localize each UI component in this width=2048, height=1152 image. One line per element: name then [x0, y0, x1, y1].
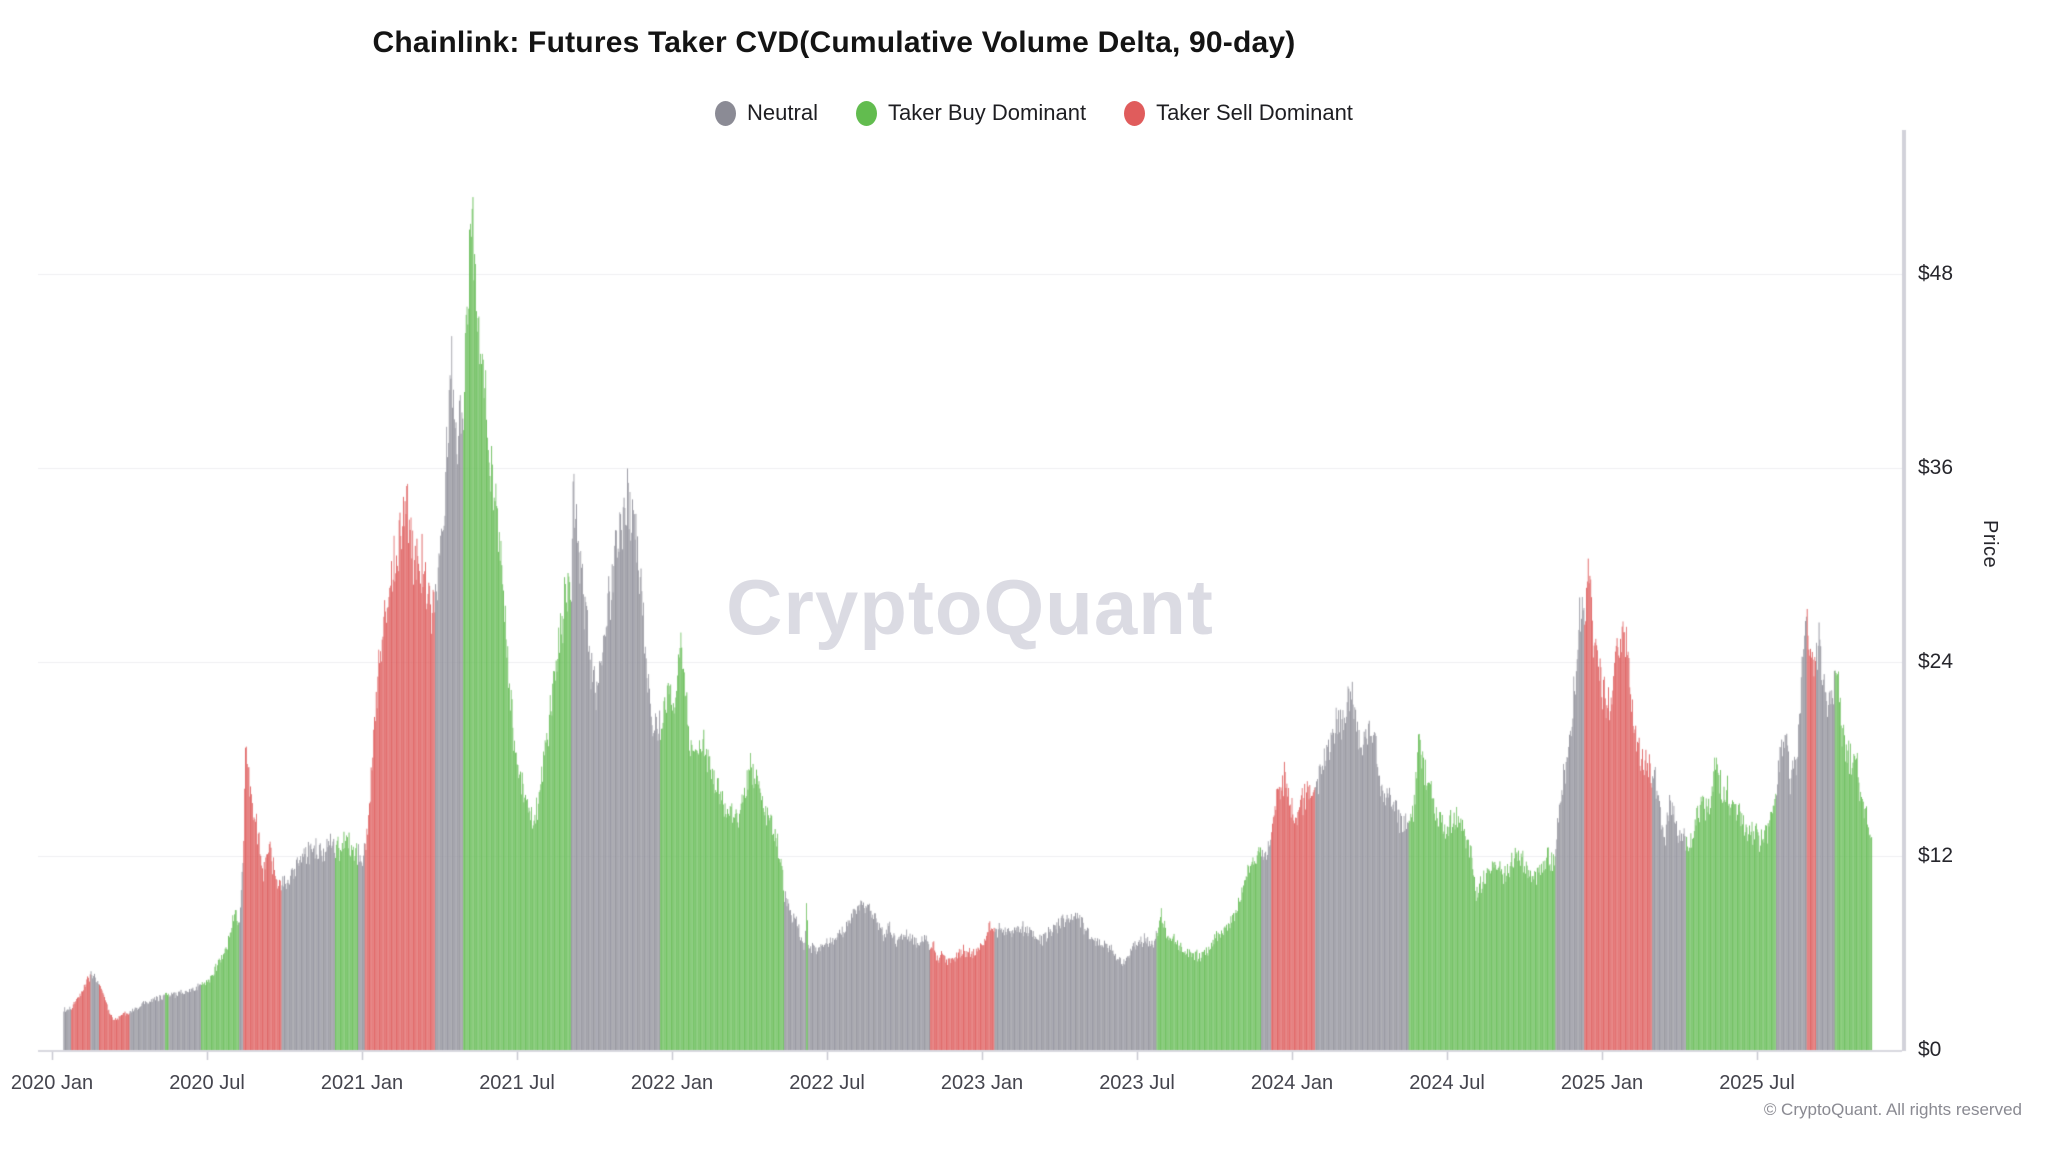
x-tick-label: 2024 Jan: [1250, 1072, 1334, 1094]
chart-title: Chainlink: Futures Taker CVD(Cumulative …: [372, 26, 1296, 59]
x-tick-label: 2021 Jul: [479, 1072, 555, 1094]
legend-label-neutral: Neutral: [747, 100, 818, 125]
copyright-footer: © CryptoQuant. All rights reserved: [1763, 1100, 2022, 1119]
y-tick-label: $48: [1918, 262, 1954, 285]
x-tick-label: 2023 Jan: [940, 1072, 1024, 1094]
taker-buy-dot-icon: [855, 100, 877, 126]
neutral-dot-icon: [715, 100, 737, 126]
legend: Neutral Taker Buy Dominant Taker Sell Do…: [0, 100, 2048, 126]
legend-item-neutral[interactable]: Neutral: [715, 100, 818, 126]
x-tick-label: 2020 Jul: [169, 1072, 245, 1094]
y-tick-label: $0: [1918, 1038, 1942, 1061]
y-tick-label: $12: [1918, 844, 1954, 867]
x-tick-label: 2022 Jul: [789, 1072, 865, 1094]
legend-label-taker-buy: Taker Buy Dominant: [887, 100, 1087, 125]
x-tick-label: 2024 Jul: [1409, 1072, 1485, 1094]
legend-item-taker-sell[interactable]: Taker Sell Dominant: [1124, 100, 1353, 126]
y-tick-label: $36: [1918, 456, 1954, 479]
x-tick-label: 2022 Jan: [630, 1072, 714, 1094]
y-tick-label: $24: [1918, 650, 1954, 673]
x-tick-label: 2020 Jan: [10, 1072, 94, 1094]
x-tick-label: 2021 Jan: [320, 1072, 404, 1094]
y-axis-title: Price: [1979, 520, 2001, 569]
taker-sell-dot-icon: [1124, 100, 1146, 126]
legend-label-taker-sell: Taker Sell Dominant: [1156, 100, 1353, 125]
x-tick-label: 2025 Jul: [1719, 1072, 1795, 1094]
x-tick-label: 2025 Jan: [1560, 1072, 1644, 1094]
x-tick-label: 2023 Jul: [1099, 1072, 1175, 1094]
legend-item-taker-buy[interactable]: Taker Buy Dominant: [855, 100, 1087, 126]
